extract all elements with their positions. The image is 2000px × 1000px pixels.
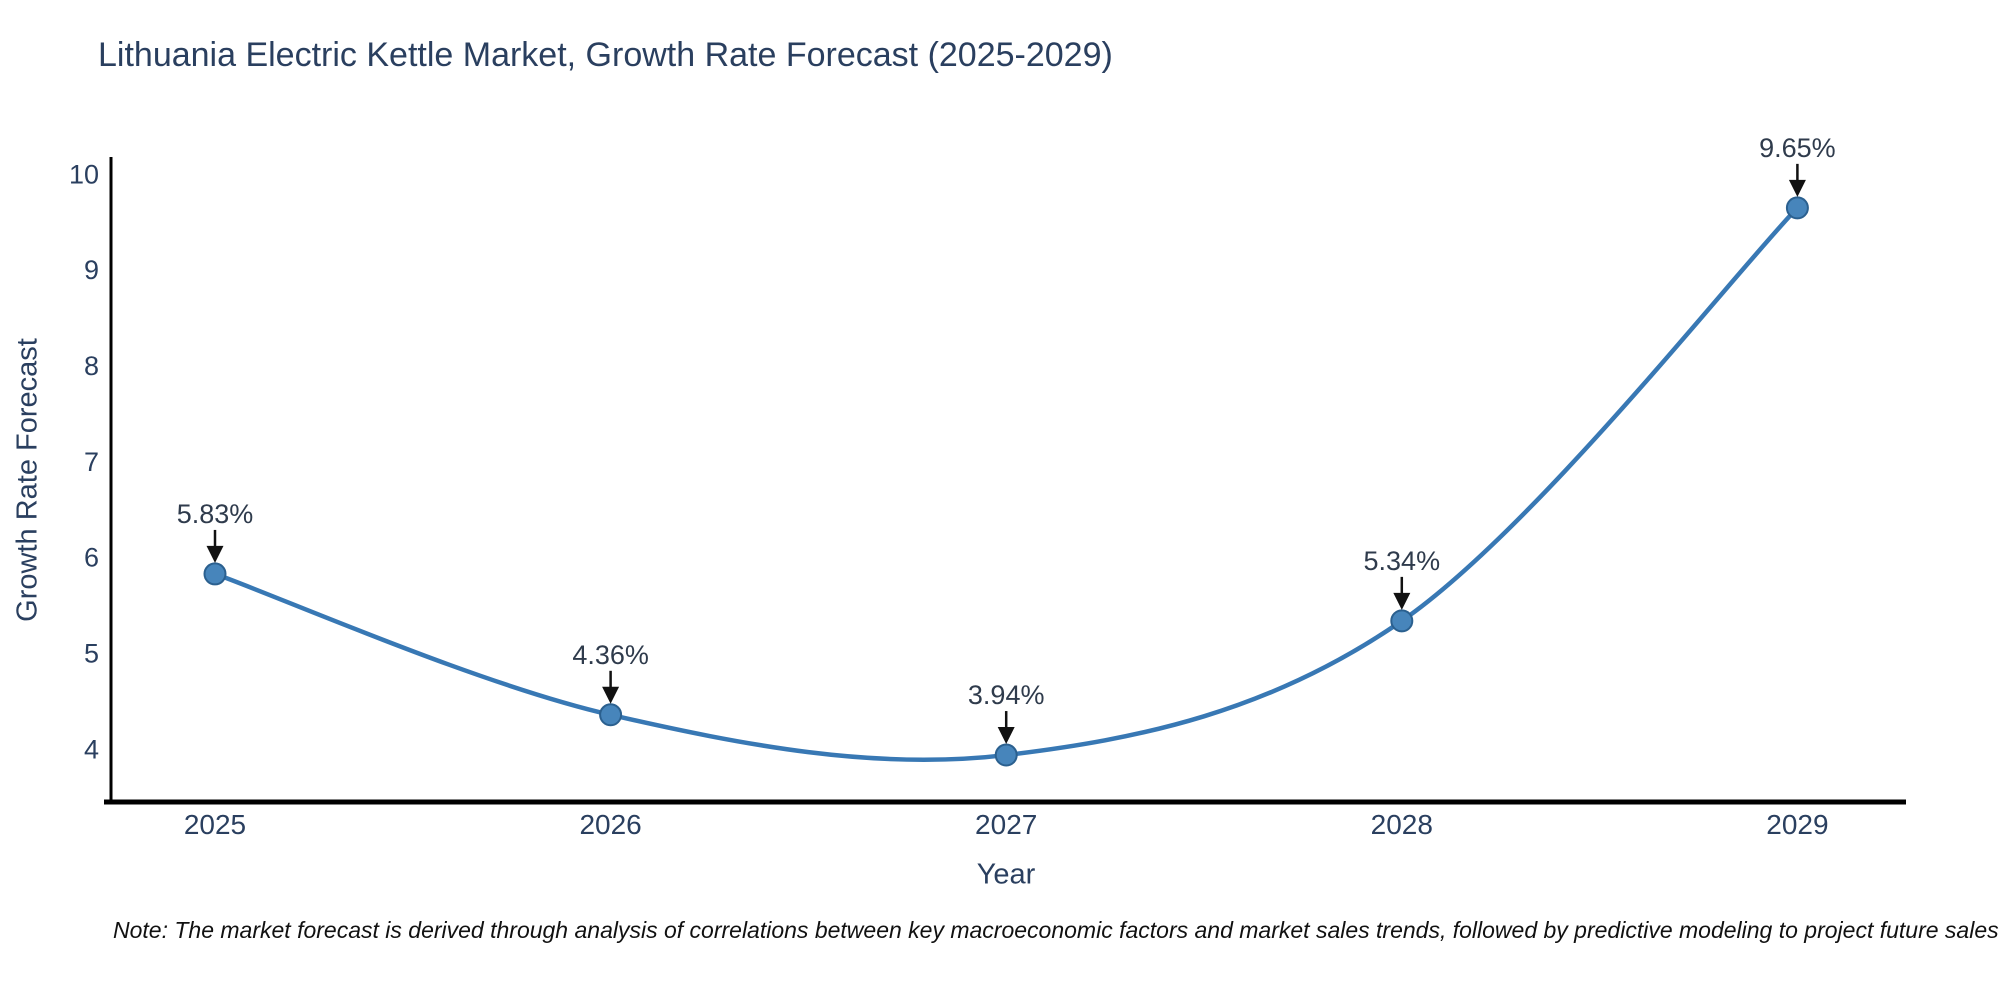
y-tick-label: 9 — [84, 255, 99, 285]
chart-title: Lithuania Electric Kettle Market, Growth… — [98, 36, 1113, 74]
data-point-marker[interactable] — [1390, 609, 1414, 633]
y-tick-label: 8 — [84, 351, 99, 381]
y-tick-label: 5 — [84, 638, 99, 668]
annotations: 5.83% 4.36% 3.94% 5.34% 9.65% — [177, 133, 1836, 745]
data-point-marker[interactable] — [599, 703, 623, 727]
annotation-arrowhead-icon — [1393, 592, 1411, 610]
data-point-marker[interactable] — [1785, 196, 1809, 220]
line-series — [203, 196, 1809, 767]
annotation-arrowhead-icon — [206, 545, 224, 563]
annotation-arrowhead-icon — [602, 686, 620, 704]
x-axis-title: Year — [976, 858, 1036, 891]
point-value-label: 4.36% — [572, 640, 649, 670]
data-point-marker[interactable] — [994, 743, 1018, 767]
data-point-marker[interactable] — [203, 562, 227, 586]
x-tick-label: 2027 — [975, 809, 1037, 840]
point-value-label: 5.83% — [177, 499, 254, 529]
annotation-arrowhead-icon — [1788, 179, 1806, 197]
x-tick-label: 2026 — [579, 809, 641, 840]
y-tick-label: 10 — [69, 159, 99, 189]
footnote: Note: The market forecast is derived thr… — [113, 917, 1999, 943]
y-tick-label: 6 — [84, 543, 99, 573]
y-tick-label: 4 — [84, 734, 99, 764]
x-tick-label: 2025 — [184, 809, 246, 840]
point-value-label: 5.34% — [1364, 546, 1441, 576]
point-value-label: 3.94% — [968, 680, 1045, 710]
forecast-line — [212, 205, 1800, 762]
point-value-label: 9.65% — [1759, 133, 1836, 163]
x-tick-label: 2028 — [1371, 809, 1433, 840]
annotation-arrowhead-icon — [997, 727, 1015, 745]
x-tick-label: 2029 — [1766, 809, 1828, 840]
y-tick-label: 7 — [84, 447, 99, 477]
axes: 4 5 6 7 8 9 10 2025 2026 2027 2028 2029 — [69, 157, 1906, 840]
